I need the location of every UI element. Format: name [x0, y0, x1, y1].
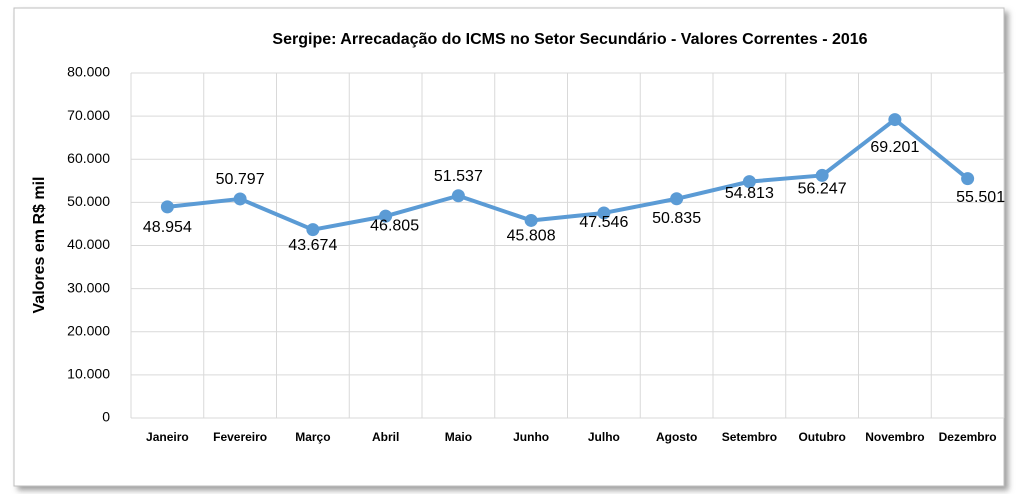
chart-title: Sergipe: Arrecadação do ICMS no Setor Se…: [272, 31, 867, 48]
chart-frame: [13, 7, 1005, 487]
marker: [233, 192, 247, 206]
y-tick-label: 60.000: [67, 150, 110, 166]
x-tick-label: Setembro: [722, 430, 777, 444]
x-tick-label: Junho: [513, 430, 549, 444]
y-tick-label: 30.000: [67, 279, 110, 295]
x-tick-label: Outubro: [798, 430, 845, 444]
y-tick-label: 20.000: [67, 322, 110, 338]
y-axis-label: Valores em R$ mil: [31, 177, 48, 314]
x-tick-label: Maio: [445, 430, 472, 444]
y-tick-label: 50.000: [67, 193, 110, 209]
x-tick-label: Abril: [372, 430, 399, 444]
data-label: 43.674: [288, 237, 337, 254]
data-label: 54.813: [725, 185, 774, 202]
x-tick-label: Janeiro: [146, 430, 189, 444]
marker: [524, 213, 538, 227]
x-tick-label: Março: [295, 430, 330, 444]
data-label: 51.537: [434, 168, 483, 185]
data-label: 46.805: [370, 217, 419, 234]
x-tick-label: Julho: [588, 430, 620, 444]
data-label: 45.808: [507, 228, 556, 245]
y-tick-label: 0: [102, 409, 110, 425]
x-tick-label: Novembro: [865, 430, 924, 444]
y-tick-label: 70.000: [67, 107, 110, 123]
data-label: 69.201: [870, 139, 919, 156]
marker: [742, 175, 756, 189]
data-label: 55.501: [956, 189, 1005, 206]
marker: [160, 200, 174, 214]
data-label: 47.546: [579, 214, 628, 231]
y-tick-label: 10.000: [67, 366, 110, 382]
x-tick-label: Fevereiro: [213, 430, 267, 444]
x-tick-label: Dezembro: [939, 430, 997, 444]
marker: [379, 209, 393, 223]
y-tick-label: 80.000: [67, 64, 110, 80]
line: [167, 117, 969, 232]
marker: [670, 192, 684, 206]
data-label: 50.835: [652, 210, 701, 227]
marker: [306, 223, 320, 237]
marker: [961, 172, 975, 186]
marker: [815, 168, 829, 182]
data-label: 48.954: [143, 219, 192, 236]
marker: [597, 206, 611, 220]
data-label: 50.797: [216, 171, 265, 188]
data-label: 56.247: [798, 181, 847, 198]
marker: [451, 189, 465, 203]
marker: [888, 113, 902, 127]
x-tick-label: Agosto: [656, 430, 697, 444]
y-tick-label: 40.000: [67, 236, 110, 252]
